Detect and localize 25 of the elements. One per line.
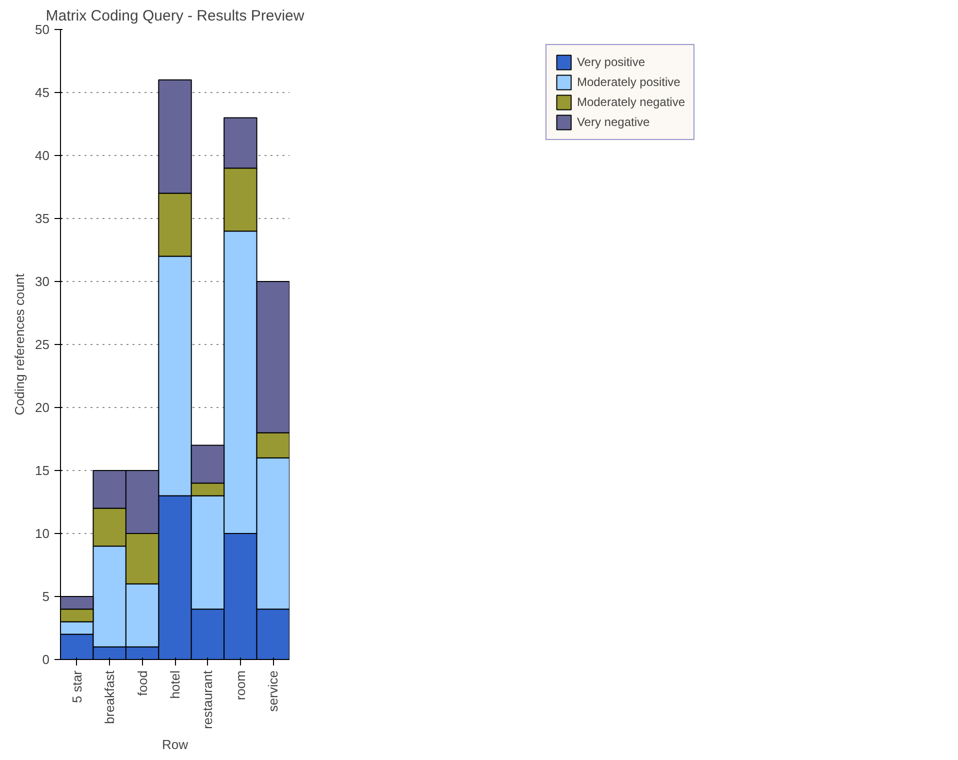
x-tick-label: food (134, 670, 150, 696)
y-tick-label: 0 (42, 652, 50, 667)
y-tick-label: 10 (35, 526, 50, 541)
x-tick-label: service (266, 670, 281, 712)
y-tick-label: 40 (35, 148, 50, 163)
y-axis-title: Coding references count (12, 273, 28, 416)
y-tick-label: 20 (35, 400, 50, 415)
legend-label: Moderately negative (576, 95, 686, 109)
y-tick-label: 5 (42, 589, 50, 604)
chart-title: Matrix Coding Query - Results Preview (46, 8, 304, 24)
y-tick-label: 35 (35, 211, 50, 226)
x-axis-title: Row (162, 737, 189, 752)
legend-label: Very negative (576, 115, 650, 129)
legend-label: Moderately positive (576, 75, 680, 89)
legend-label: Very positive (576, 55, 646, 69)
x-tick-label: 5 star (69, 670, 84, 704)
x-tick-label: hotel (168, 670, 182, 699)
y-tick-label: 30 (35, 274, 50, 289)
x-tick-label: restaurant (200, 670, 216, 730)
y-tick-label: 45 (35, 85, 50, 100)
y-tick-label: 15 (35, 463, 50, 478)
x-tick-label: room (232, 670, 248, 700)
y-tick-label: 50 (35, 22, 50, 37)
y-tick-label: 25 (35, 337, 50, 352)
x-tick-label: breakfast (102, 670, 118, 724)
